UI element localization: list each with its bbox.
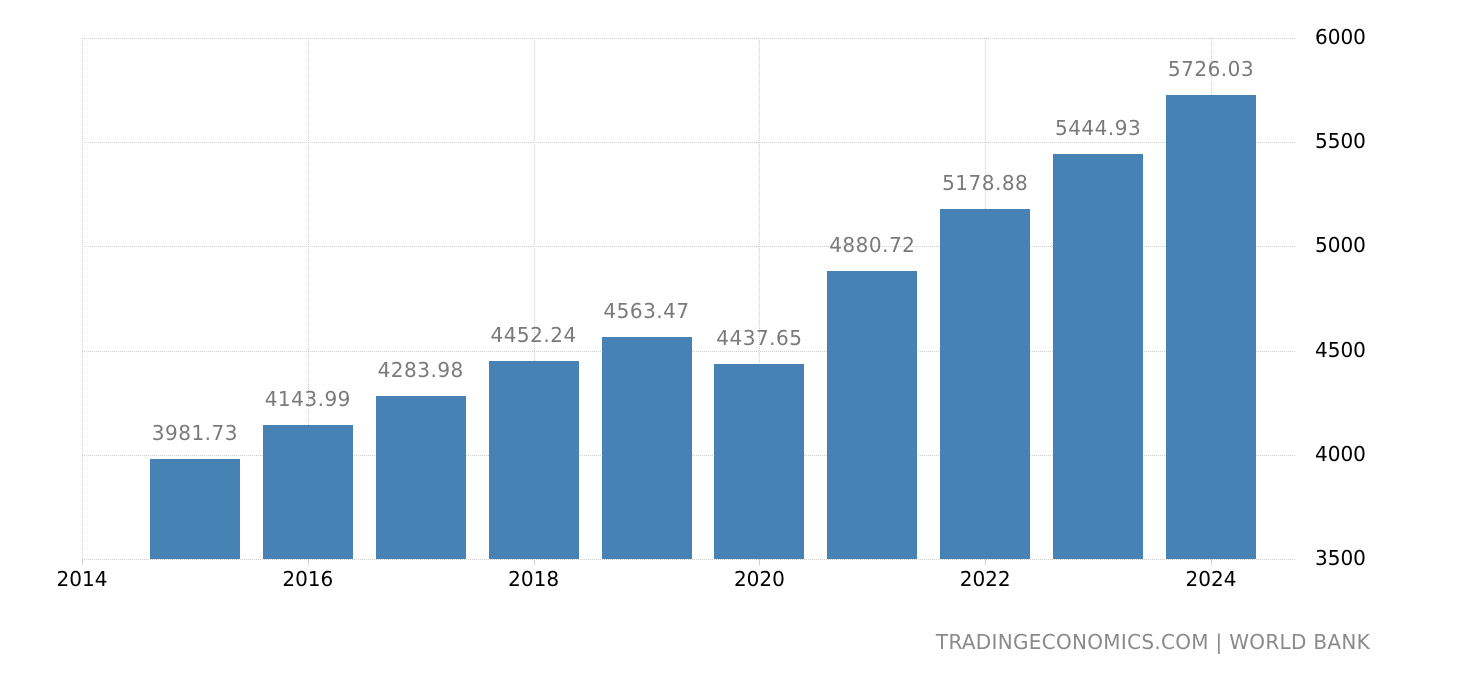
bar-value-label: 5726.03	[1167, 57, 1255, 82]
x-axis-tick-mark	[82, 559, 83, 565]
x-axis-tick-mark	[307, 559, 309, 565]
y-axis-tick-label: 4500	[1315, 337, 1366, 362]
bar-value-label: 4437.65	[716, 325, 803, 350]
bar-value-label: 4452.24	[490, 322, 577, 347]
y-axis-tick-label: 6000	[1315, 25, 1366, 49]
x-axis-tick-mark	[533, 559, 535, 565]
bar-2021[interactable]	[827, 271, 918, 559]
bar-2023[interactable]	[1053, 153, 1144, 559]
bar-2016[interactable]	[262, 424, 353, 559]
x-axis-tick-label: 2016	[282, 567, 334, 591]
bar-value-label: 3981.73	[151, 420, 238, 445]
y-axis-tick-label: 4000	[1315, 441, 1366, 466]
bar-2022[interactable]	[940, 209, 1031, 559]
gridline-vertical	[759, 38, 761, 559]
bar-2018[interactable]	[488, 360, 579, 559]
gridline-horizontal	[82, 38, 1295, 39]
bar-value-label: 4880.72	[829, 233, 916, 258]
bar-2024[interactable]	[1166, 95, 1256, 559]
y-axis-tick-label: 3500	[1315, 546, 1366, 570]
y-axis-tick-label: 5000	[1315, 233, 1366, 258]
bar-value-label: 4563.47	[603, 299, 690, 324]
gridline-vertical	[307, 38, 309, 559]
x-axis-tick-label: 2024	[1185, 567, 1237, 591]
gridline-horizontal	[82, 559, 1295, 560]
gridline-vertical	[533, 38, 535, 559]
bar-2019[interactable]	[601, 337, 692, 559]
x-axis-tick-mark	[1211, 559, 1212, 565]
gridline-horizontal	[82, 142, 1295, 144]
bar-value-label: 4143.99	[264, 386, 351, 411]
x-axis-tick-label: 2022	[959, 567, 1011, 591]
x-axis-tick-label: 2018	[508, 567, 560, 591]
gridline-vertical	[82, 38, 83, 559]
bar-value-label: 4283.98	[377, 357, 464, 382]
x-axis-tick-label: 2020	[733, 567, 785, 591]
bar-2020[interactable]	[714, 363, 805, 559]
x-axis-tick-label: 2014	[56, 567, 108, 591]
x-axis-tick-mark	[985, 559, 987, 565]
bar-value-label: 5178.88	[942, 171, 1029, 196]
bar-2015[interactable]	[149, 458, 240, 559]
y-axis-tick-label: 5500	[1315, 129, 1366, 154]
gridline-horizontal	[82, 246, 1295, 248]
bar-2017[interactable]	[375, 395, 466, 559]
source-attribution: TRADINGECONOMICS.COM | WORLD BANK	[935, 630, 1370, 654]
bar-value-label: 5444.93	[1054, 115, 1142, 140]
x-axis-tick-mark	[759, 559, 761, 565]
